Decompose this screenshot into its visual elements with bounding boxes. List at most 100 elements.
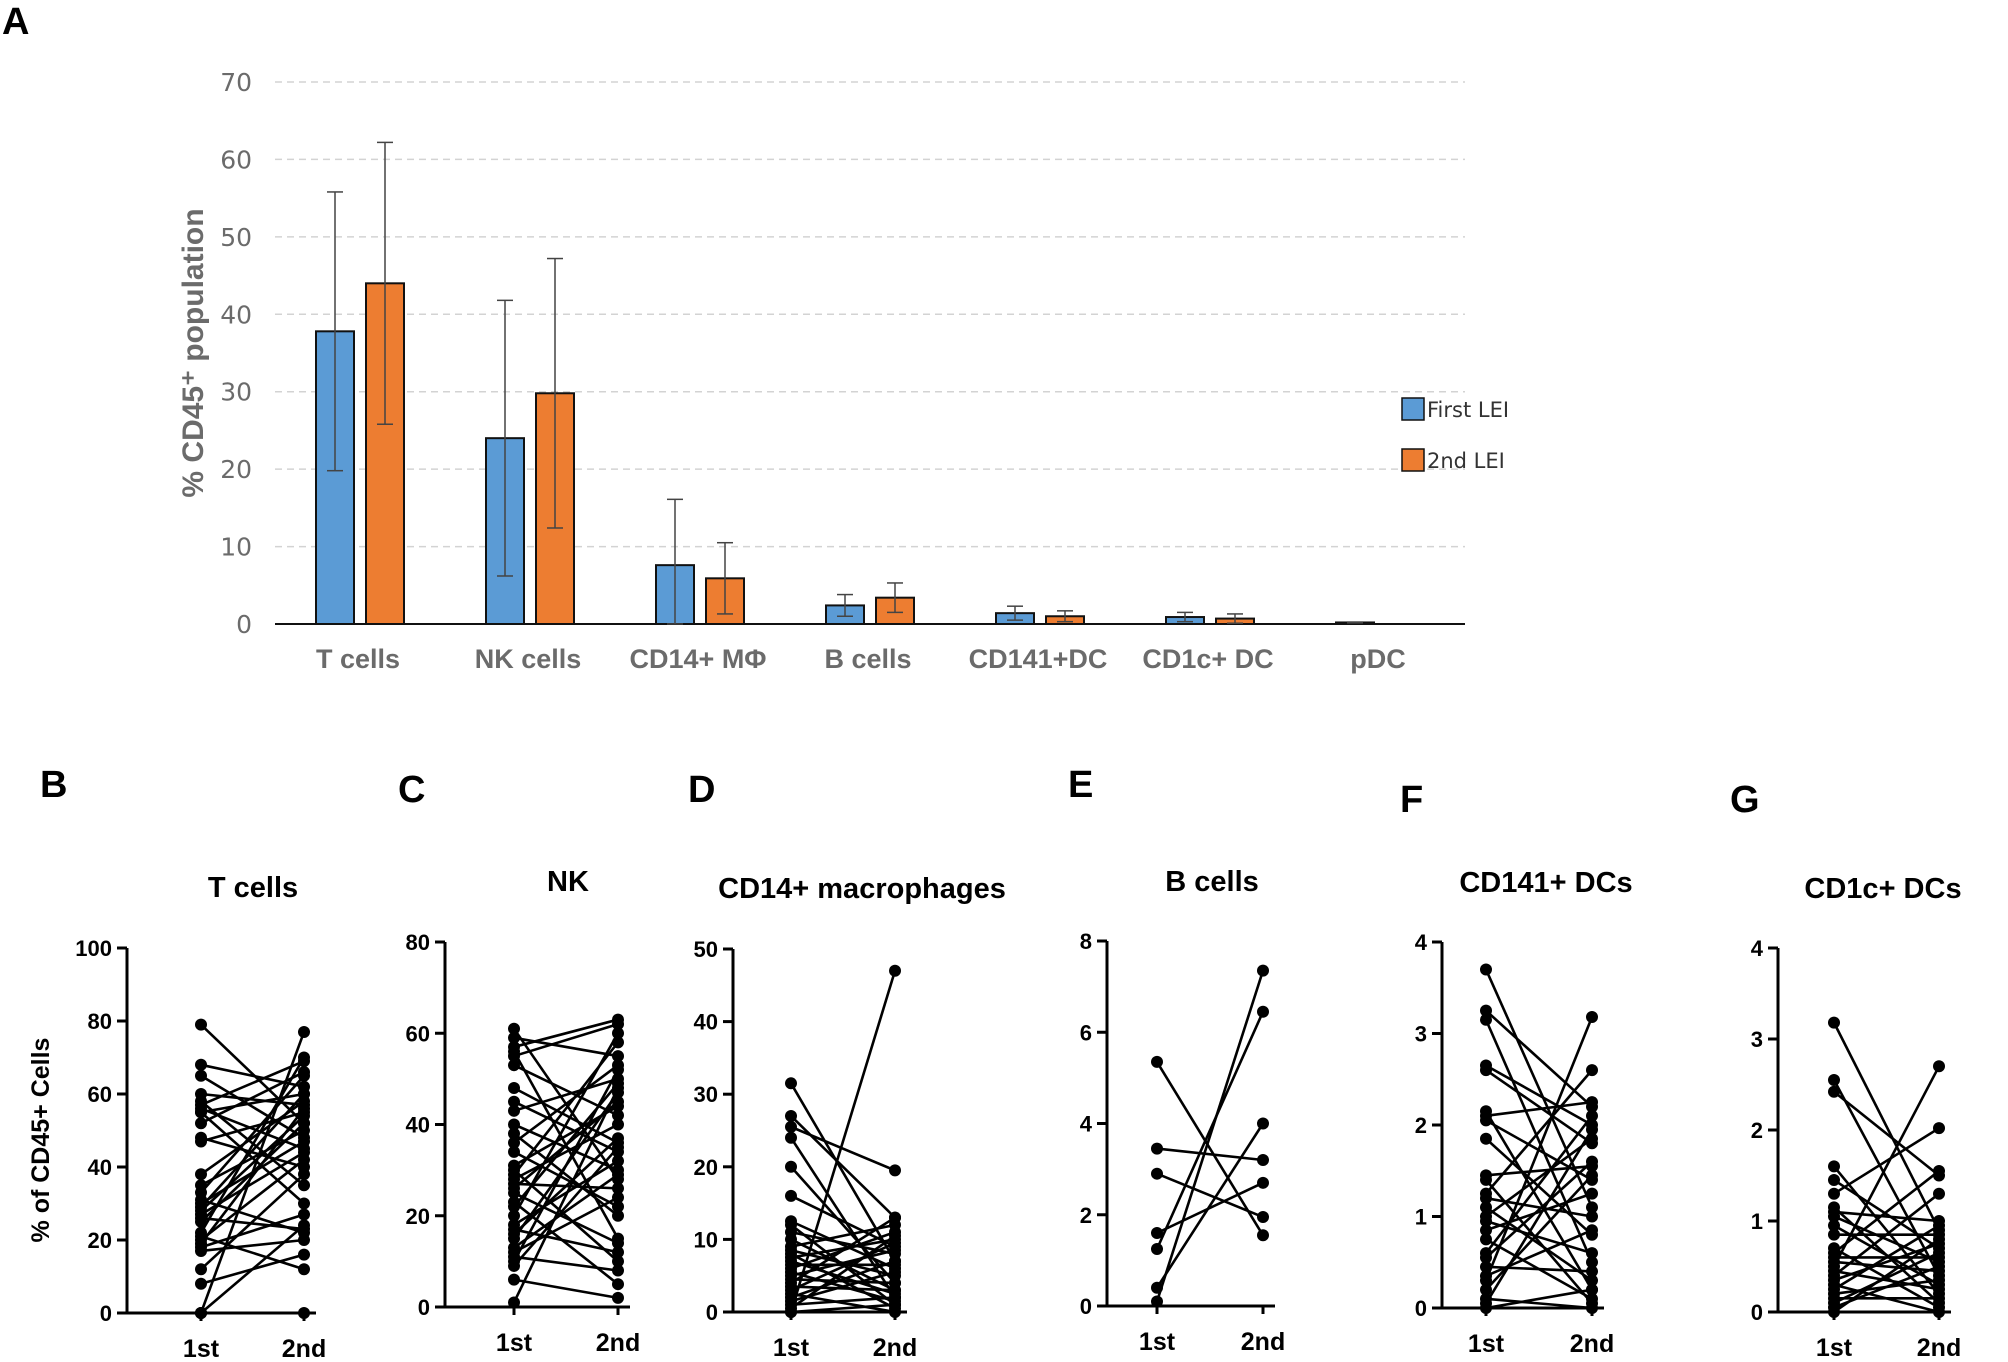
point-2nd: [612, 1278, 624, 1291]
paired-line: [200, 1093, 305, 1209]
point-1st: [1151, 1295, 1163, 1308]
paired-line: [200, 1059, 305, 1107]
y-tick-label: 1: [1415, 1205, 1427, 1230]
point-2nd: [612, 1109, 624, 1122]
paired-line: [790, 1303, 896, 1314]
paired-line: [512, 1069, 620, 1262]
point-2nd: [612, 1082, 624, 1094]
paired-line: [1485, 1137, 1593, 1218]
panel-letter-e: E: [1068, 764, 1093, 806]
point-2nd: [1586, 1302, 1598, 1314]
point-2nd: [612, 1095, 624, 1108]
point-1st: [508, 1136, 520, 1149]
y-tick-label: 0: [706, 1300, 718, 1325]
point-1st: [1480, 1173, 1492, 1186]
y-tick-label: 20: [406, 1204, 430, 1229]
point-1st: [1480, 1192, 1492, 1205]
point-1st: [1828, 1187, 1840, 1200]
x-category-label: 1st: [183, 1335, 220, 1362]
point-1st: [785, 1189, 797, 1202]
paired-line: [512, 1032, 620, 1217]
paired-line: [1485, 1069, 1593, 1195]
point-1st: [785, 1109, 797, 1122]
point-2nd: [298, 1219, 310, 1232]
point-2nd: [612, 1182, 624, 1195]
paired-line: [1833, 1169, 1940, 1254]
point-2nd: [298, 1135, 310, 1148]
panel-letter-d: D: [688, 769, 715, 811]
point-2nd: [612, 1200, 624, 1213]
point-2nd: [298, 1307, 310, 1319]
category-label-a: T cells: [316, 644, 400, 674]
paired-line: [1485, 1196, 1593, 1218]
point-2nd: [298, 1208, 310, 1221]
x-category-label: 1st: [496, 1329, 533, 1357]
y-tick-label-a: 40: [220, 300, 252, 329]
point-2nd: [1586, 1187, 1598, 1200]
panel-a-bar-chart: 0 10 20 30 40 50 60 70 % CD45⁺ population T cells…: [177, 68, 1509, 674]
point-2nd: [1933, 1187, 1945, 1200]
point-1st: [785, 1120, 797, 1133]
point-2nd: [612, 1191, 624, 1204]
paired-line: [1155, 1122, 1265, 1289]
paired-line: [513, 1228, 619, 1254]
paired-line: [200, 1092, 305, 1107]
panel-title: NK: [547, 866, 589, 898]
point-2nd: [612, 1264, 624, 1277]
point-1st: [195, 1069, 207, 1082]
paired-line: [789, 970, 897, 1313]
point-2nd: [298, 1117, 310, 1130]
y-tick-label: 4: [1751, 936, 1764, 961]
point-2nd: [1586, 1247, 1598, 1260]
point-1st: [508, 1127, 520, 1140]
paired-line: [1484, 1016, 1594, 1282]
category-label-a: CD14+ MΦ: [630, 644, 767, 674]
point-1st: [1480, 1215, 1492, 1228]
point-1st: [1828, 1085, 1840, 1098]
paired-line: [790, 1278, 896, 1285]
panel-letter-b: B: [40, 764, 67, 806]
y-tick-label: 0: [1751, 1300, 1763, 1325]
point-1st: [1828, 1073, 1840, 1086]
point-2nd: [298, 1234, 310, 1246]
x-category-label: 2nd: [1241, 1328, 1285, 1356]
point-2nd: [298, 1102, 310, 1115]
point-1st: [1480, 1302, 1492, 1314]
paired-line: [1833, 1090, 1940, 1177]
point-1st: [1151, 1055, 1163, 1068]
paired-line: [1485, 1174, 1593, 1291]
point-2nd: [889, 1298, 901, 1311]
paired-line: [513, 1150, 619, 1208]
paired-line: [513, 1132, 619, 1217]
x-category-label: 1st: [1468, 1330, 1505, 1358]
y-tick-label: 20: [694, 1155, 718, 1180]
point-2nd: [1257, 1229, 1269, 1242]
point-2nd: [1933, 1060, 1945, 1073]
paired-line: [1485, 1192, 1593, 1232]
point-1st: [1480, 1224, 1492, 1237]
point-1st: [1480, 1201, 1492, 1214]
point-2nd: [1586, 1132, 1598, 1145]
y-tick-label-a: 50: [220, 223, 252, 252]
point-2nd: [1933, 1274, 1945, 1287]
category-label-a: CD141+DC: [969, 644, 1108, 674]
point-1st: [1480, 1274, 1492, 1287]
paired-line: [513, 1036, 619, 1058]
point-1st: [508, 1104, 520, 1117]
x-category-label: 2nd: [873, 1334, 917, 1362]
y-tick-label: 60: [88, 1082, 112, 1107]
point-1st: [1828, 1219, 1840, 1232]
point-1st: [508, 1050, 520, 1063]
paired-line: [1485, 1137, 1593, 1236]
paired-line: [1155, 1061, 1265, 1236]
point-1st: [1480, 1260, 1492, 1273]
point-2nd: [889, 964, 901, 977]
paired-line: [1484, 1128, 1594, 1305]
panel-letter-f: F: [1400, 779, 1423, 821]
paired-line: [1156, 1147, 1264, 1162]
point-2nd: [298, 1179, 310, 1192]
point-2nd: [889, 1229, 901, 1242]
point-2nd: [1586, 1292, 1598, 1305]
point-1st: [1480, 1064, 1492, 1077]
y-tick-label: 0: [100, 1301, 112, 1326]
